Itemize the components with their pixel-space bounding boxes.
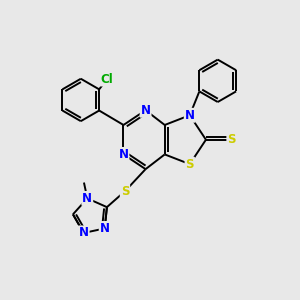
Text: N: N (82, 192, 92, 205)
Text: S: S (227, 133, 236, 146)
Text: S: S (121, 185, 129, 198)
Text: Cl: Cl (101, 73, 113, 85)
Text: N: N (79, 226, 89, 239)
Text: N: N (118, 148, 128, 161)
Text: N: N (141, 104, 151, 117)
Text: N: N (185, 109, 195, 122)
Text: N: N (100, 222, 110, 235)
Text: S: S (185, 158, 194, 171)
